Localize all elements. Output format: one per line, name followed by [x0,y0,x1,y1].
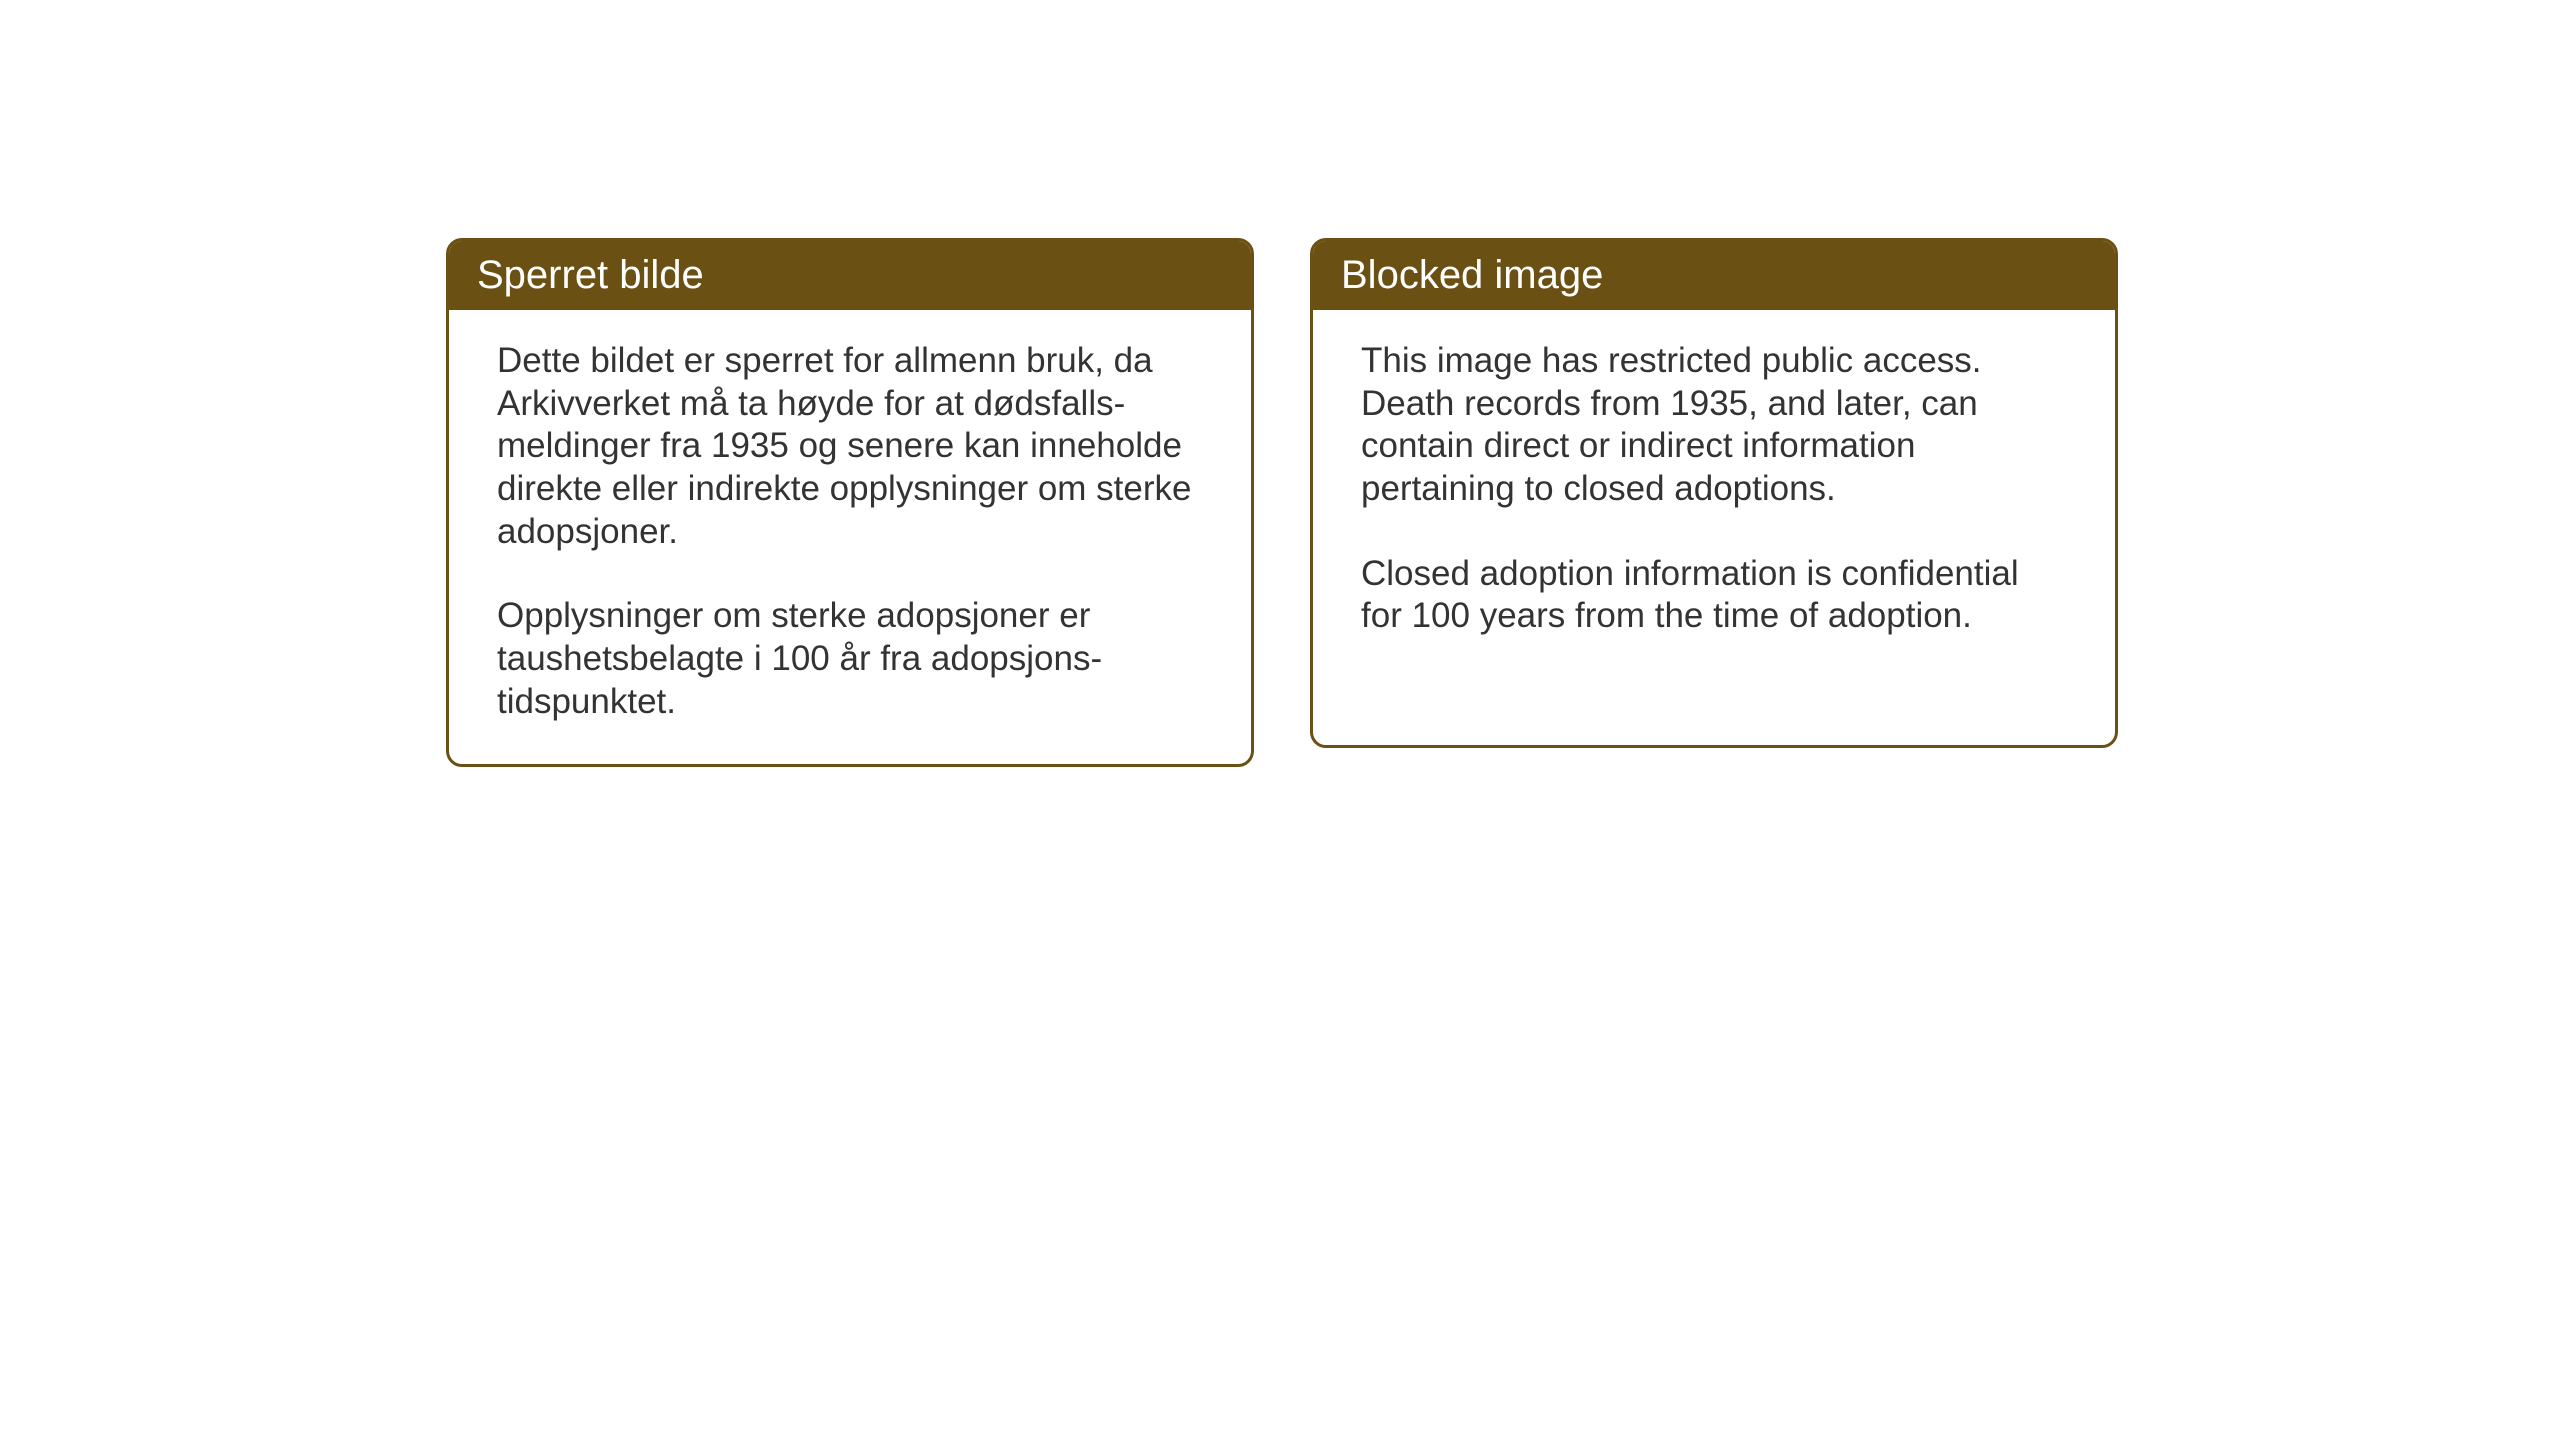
notice-paragraph-2-english: Closed adoption information is confident… [1361,553,2067,638]
notice-container: Sperret bilde Dette bildet er sperret fo… [446,238,2118,767]
notice-header-english: Blocked image [1313,241,2115,310]
notice-paragraph-2-norwegian: Opplysninger om sterke adopsjoner er tau… [497,595,1203,723]
notice-title-norwegian: Sperret bilde [477,253,704,297]
notice-box-english: Blocked image This image has restricted … [1310,238,2118,748]
notice-title-english: Blocked image [1341,253,1603,297]
notice-body-english: This image has restricted public access.… [1313,310,2115,678]
notice-body-norwegian: Dette bildet er sperret for allmenn bruk… [449,310,1251,764]
notice-box-norwegian: Sperret bilde Dette bildet er sperret fo… [446,238,1254,767]
notice-paragraph-1-norwegian: Dette bildet er sperret for allmenn bruk… [497,340,1203,553]
notice-header-norwegian: Sperret bilde [449,241,1251,310]
notice-paragraph-1-english: This image has restricted public access.… [1361,340,2067,511]
